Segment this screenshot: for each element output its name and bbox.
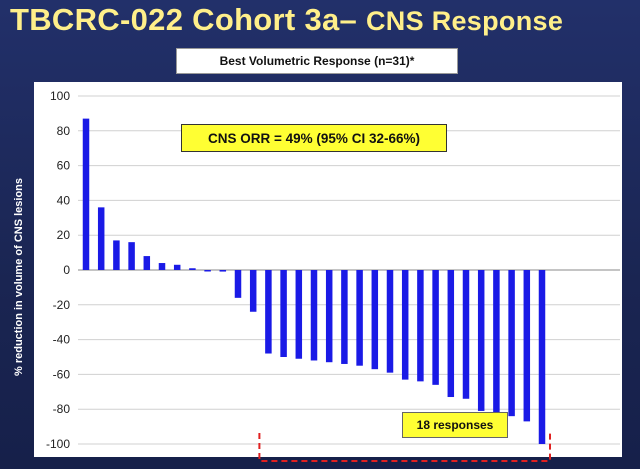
slide-title: TBCRC-022 Cohort 3a– CNS Response (10, 2, 630, 38)
bar (538, 270, 546, 444)
bar (128, 242, 135, 270)
bar (310, 270, 318, 361)
orr-annotation: CNS ORR = 49% (95% CI 32-66%) (181, 124, 447, 152)
bar (234, 270, 242, 298)
y-tick-label: -80 (53, 402, 71, 416)
y-tick-label: -100 (46, 437, 70, 451)
bar (280, 270, 287, 357)
bar (189, 268, 196, 270)
bar (249, 270, 257, 312)
y-tick-label: 100 (50, 89, 70, 103)
bar (417, 270, 424, 382)
bar (219, 270, 227, 272)
bar (371, 270, 379, 370)
bar (113, 240, 120, 270)
y-tick-label: 40 (57, 193, 71, 207)
bar (341, 270, 348, 364)
bar (173, 264, 181, 270)
y-tick-label: 80 (57, 124, 71, 138)
bar (158, 263, 166, 270)
responses-annotation: 18 responses (402, 412, 508, 438)
bar (325, 270, 333, 363)
bar (386, 270, 394, 373)
y-tick-label: 20 (57, 228, 71, 242)
bar (143, 256, 151, 270)
y-tick-label: 60 (57, 159, 71, 173)
slide-title-sub: CNS Response (365, 6, 564, 36)
y-tick-label: -60 (53, 367, 71, 381)
y-tick-label: -40 (53, 333, 71, 347)
bar (447, 270, 455, 398)
y-tick-label: 0 (63, 263, 70, 277)
bar (477, 270, 485, 411)
bar (401, 270, 409, 380)
slide-title-main: TBCRC-022 Cohort 3a– (10, 2, 358, 37)
bar (462, 270, 470, 399)
bar (265, 270, 272, 354)
bar (493, 270, 500, 415)
bar (204, 270, 211, 272)
bar (432, 270, 439, 385)
bar (295, 270, 303, 359)
bar (508, 270, 515, 417)
chart-title: Best Volumetric Response (n=31)* (176, 48, 458, 74)
bar (523, 270, 531, 422)
bar (97, 207, 105, 270)
responder-bracket (258, 433, 551, 462)
y-tick-label: -20 (53, 298, 71, 312)
bar (82, 118, 90, 271)
bar (356, 270, 363, 366)
